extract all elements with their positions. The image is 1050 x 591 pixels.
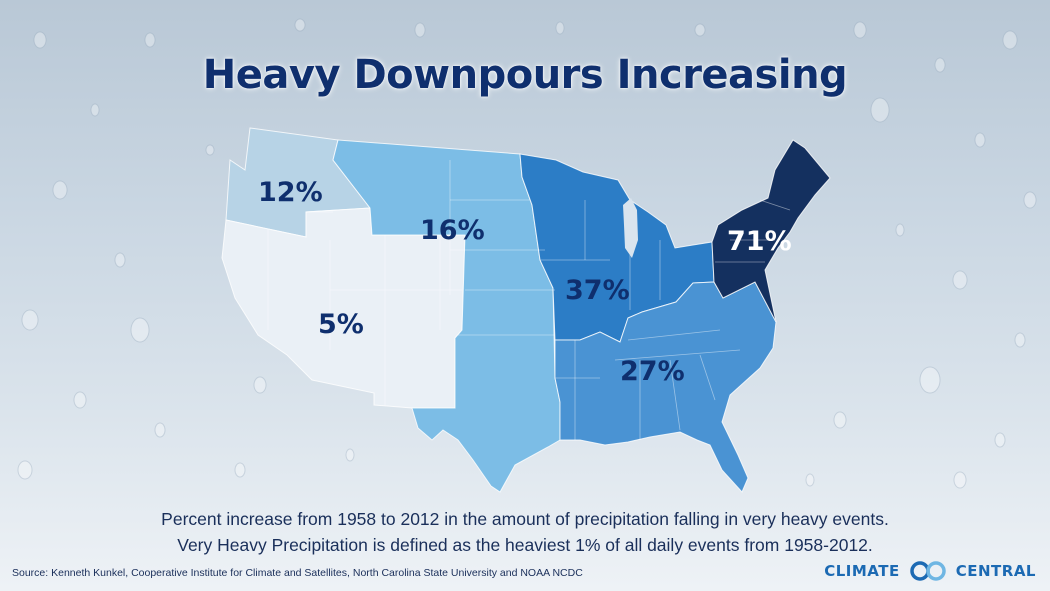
label-southwest: 5% (318, 309, 364, 340)
label-northwest: 12% (258, 177, 323, 208)
map-title: Heavy Downpours Increasing (202, 52, 848, 98)
description-line-2: Very Heavy Precipitation is defined as t… (177, 535, 873, 555)
label-midwest: 37% (565, 275, 630, 306)
climate-central-logo: CLIMATE CENTRAL (824, 560, 1036, 582)
region-southeast (554, 281, 777, 493)
description-line-1: Percent increase from 1958 to 2012 in th… (161, 509, 889, 529)
logo-text-left: CLIMATE (824, 562, 900, 580)
label-southeast: 27% (620, 356, 685, 387)
label-great-plains: 16% (420, 215, 485, 246)
source-credit: Source: Kenneth Kunkel, Cooperative Inst… (12, 567, 583, 579)
lake-michigan (623, 198, 638, 258)
logo-rings-icon (909, 561, 946, 581)
logo-text-right: CENTRAL (955, 562, 1036, 580)
region-northeast (711, 139, 831, 323)
label-northeast: 71% (727, 226, 792, 257)
